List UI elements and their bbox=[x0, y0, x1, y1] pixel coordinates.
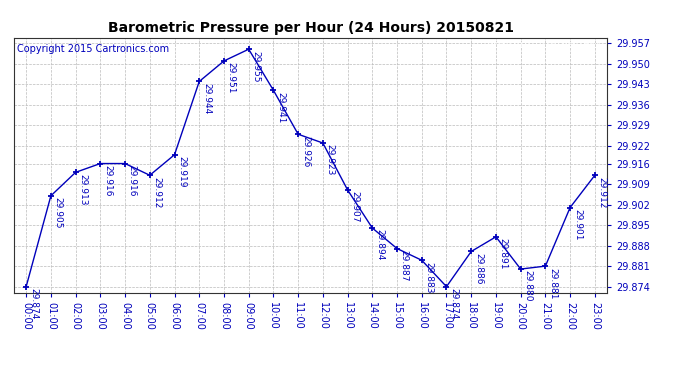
Text: 29.887: 29.887 bbox=[400, 250, 408, 281]
Text: 29.874: 29.874 bbox=[29, 288, 38, 320]
Text: 29.881: 29.881 bbox=[548, 267, 557, 299]
Text: 29.912: 29.912 bbox=[598, 177, 607, 208]
Text: 29.941: 29.941 bbox=[276, 92, 285, 123]
Title: Barometric Pressure per Hour (24 Hours) 20150821: Barometric Pressure per Hour (24 Hours) … bbox=[108, 21, 513, 35]
Text: 29.886: 29.886 bbox=[474, 253, 483, 284]
Text: 29.916: 29.916 bbox=[128, 165, 137, 196]
Text: 29.926: 29.926 bbox=[301, 136, 310, 167]
Text: 29.951: 29.951 bbox=[227, 62, 236, 94]
Text: 29.874: 29.874 bbox=[449, 288, 458, 320]
Text: 29.919: 29.919 bbox=[177, 156, 186, 188]
Text: 29.894: 29.894 bbox=[375, 230, 384, 261]
Text: 29.955: 29.955 bbox=[251, 51, 260, 82]
Text: 29.880: 29.880 bbox=[524, 270, 533, 302]
Text: 29.905: 29.905 bbox=[54, 197, 63, 229]
Text: 29.916: 29.916 bbox=[103, 165, 112, 196]
Text: 29.901: 29.901 bbox=[573, 209, 582, 240]
Text: 29.923: 29.923 bbox=[326, 144, 335, 176]
Text: 29.907: 29.907 bbox=[351, 191, 359, 223]
Text: 29.944: 29.944 bbox=[202, 83, 211, 114]
Text: 29.912: 29.912 bbox=[152, 177, 161, 208]
Text: 29.891: 29.891 bbox=[499, 238, 508, 270]
Text: 29.913: 29.913 bbox=[79, 174, 88, 205]
Text: 29.883: 29.883 bbox=[424, 262, 433, 293]
Text: Copyright 2015 Cartronics.com: Copyright 2015 Cartronics.com bbox=[17, 44, 169, 54]
